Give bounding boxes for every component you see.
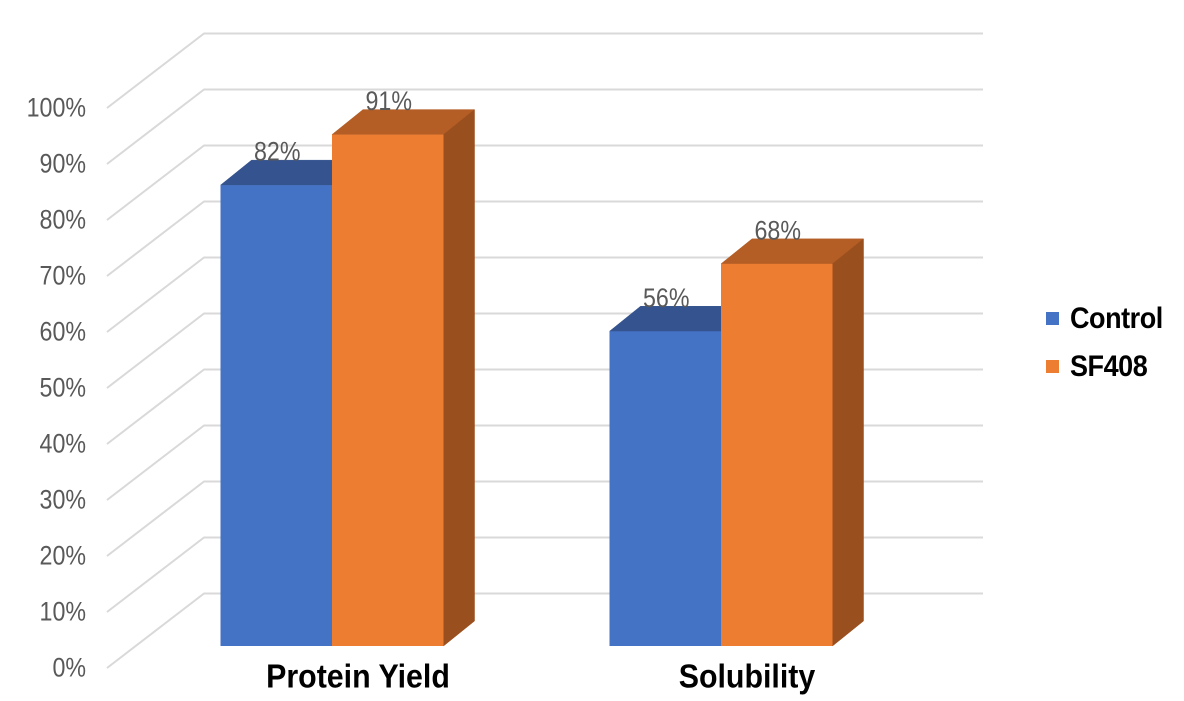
y-axis-tick-label: 50% <box>40 373 86 403</box>
bar-side-sf408-protein-yield[interactable] <box>443 109 475 647</box>
legend-swatch-control <box>1046 312 1059 325</box>
bar-side-sf408-solubility[interactable] <box>832 238 864 647</box>
legend-item-control[interactable]: Control <box>1046 302 1173 335</box>
y-axis-tick-label: 90% <box>40 149 86 179</box>
y-axis-tick-label: 60% <box>40 317 86 347</box>
y-axis-tick-label: 80% <box>40 205 86 235</box>
data-label-sf408-protein-yield: 91% <box>366 87 412 117</box>
data-label-sf408-solubility: 68% <box>755 216 801 246</box>
y-axis-tick-label: 0% <box>52 653 86 683</box>
legend-swatch-sf408 <box>1046 360 1059 373</box>
y-axis-tick-label: 100% <box>27 93 86 123</box>
gridline-60- <box>106 256 983 333</box>
category-label-protein-yield: Protein Yield <box>266 657 450 694</box>
legend-item-sf408[interactable]: SF408 <box>1046 350 1173 383</box>
data-label-control-solubility: 56% <box>643 283 689 313</box>
legend-label-sf408: SF408 <box>1070 349 1148 383</box>
y-axis-tick-label: 30% <box>40 485 86 515</box>
gridline-70- <box>106 200 983 277</box>
y-axis-tick-label: 20% <box>40 541 86 571</box>
bar-control-protein-yield[interactable] <box>220 185 333 646</box>
y-axis-tick-label: 70% <box>40 261 86 291</box>
gridline-90- <box>106 88 983 165</box>
legend-label-control: Control <box>1070 301 1163 335</box>
bar-sf408-solubility[interactable] <box>721 263 833 646</box>
gridline-100- <box>106 32 983 109</box>
bar-sf408-protein-yield[interactable] <box>332 134 444 646</box>
y-axis-tick-label: 10% <box>40 597 86 627</box>
category-label-solubility: Solubility <box>679 657 816 694</box>
data-label-control-protein-yield: 82% <box>254 137 300 167</box>
bar-control-solubility[interactable] <box>609 331 722 646</box>
y-axis-tick-label: 40% <box>40 429 86 459</box>
gridline-80- <box>106 144 983 221</box>
legend: Control SF408 <box>1046 302 1173 398</box>
